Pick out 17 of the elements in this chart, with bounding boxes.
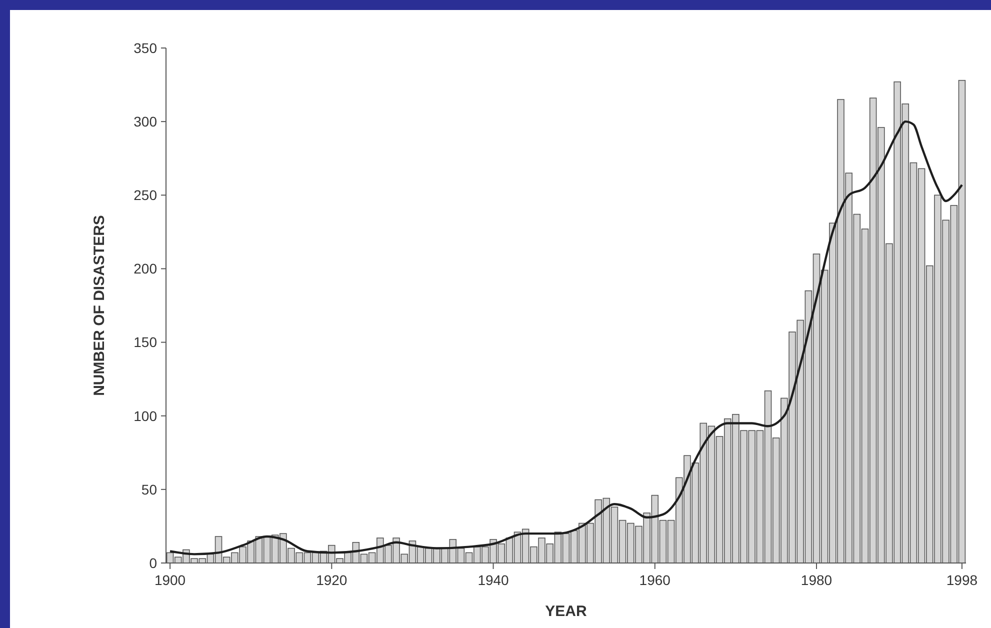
x-tick-label: 1998: [946, 572, 978, 588]
y-tick-label: 300: [134, 113, 158, 130]
y-tick-label: 0: [149, 554, 158, 571]
y-tick-label: 150: [134, 334, 158, 350]
y-tick-label: 50: [141, 481, 158, 498]
y-tick-label: 100: [134, 408, 158, 424]
x-tick-label: 1920: [316, 572, 348, 588]
x-tick-label: 1900: [154, 572, 186, 588]
y-axis-title: NUMBER OF DISASTERS: [91, 215, 108, 396]
y-tick-label: 350: [134, 40, 158, 56]
y-tick-label: 200: [134, 260, 158, 277]
x-tick-label: 1960: [639, 572, 671, 588]
line-series: [168, 120, 964, 556]
x-tick-label: 1980: [800, 572, 832, 588]
y-tick-label: 250: [134, 187, 158, 204]
x-tick-label: 1940: [478, 572, 510, 588]
x-axis-title: YEAR: [545, 603, 587, 620]
